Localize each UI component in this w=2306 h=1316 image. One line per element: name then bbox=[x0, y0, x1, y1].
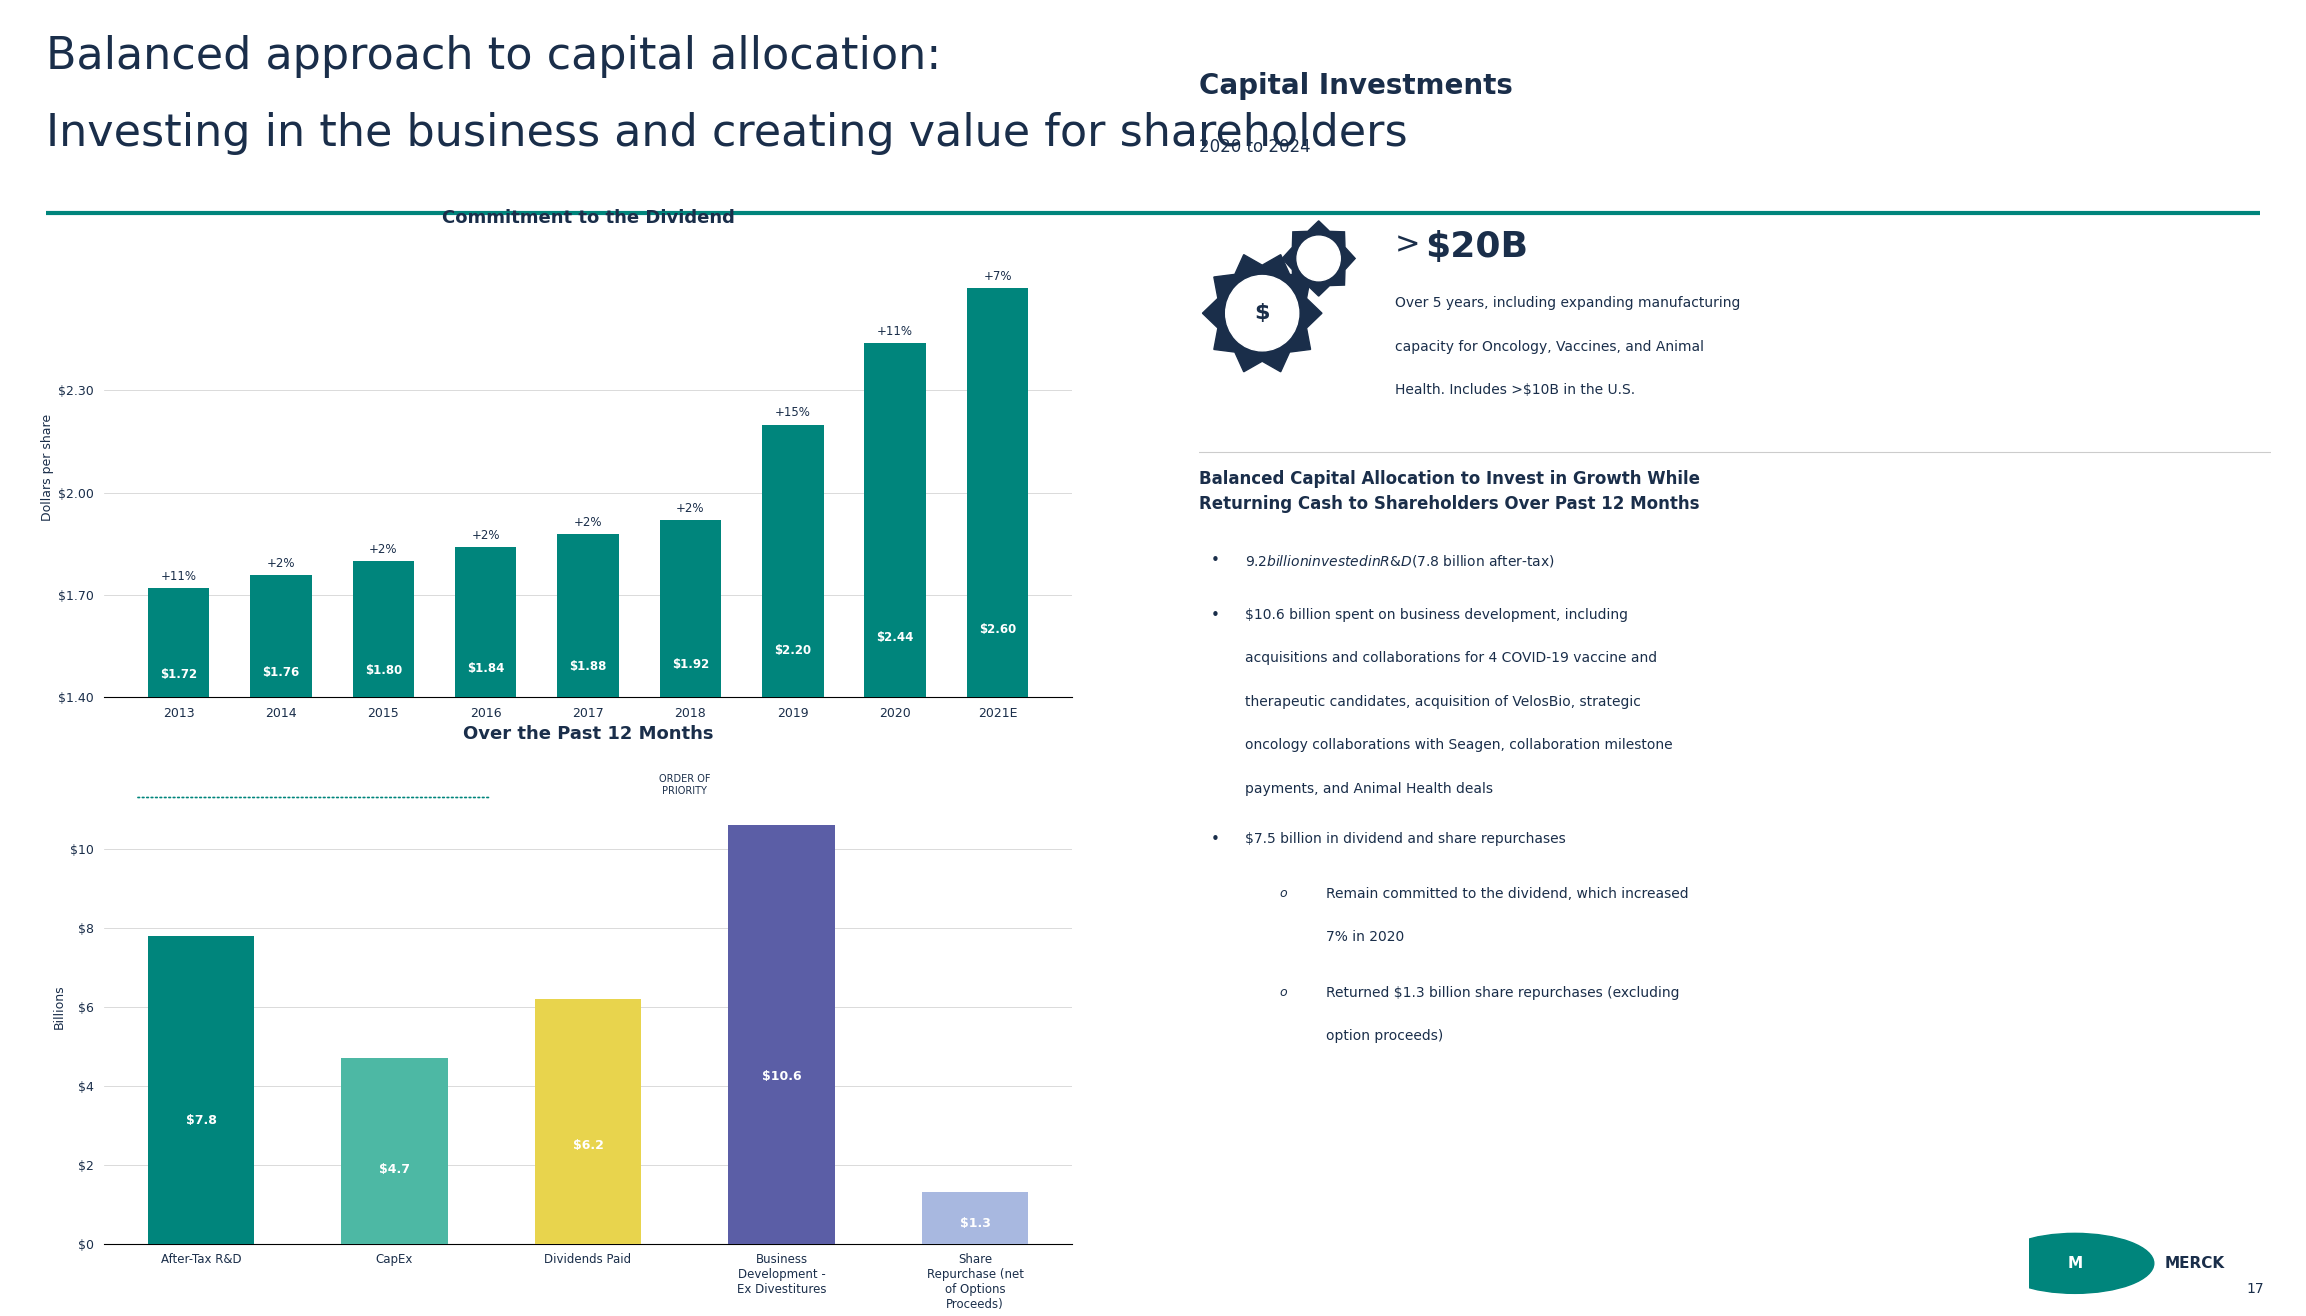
Bar bbox=[454, 547, 517, 1175]
Text: $1.92: $1.92 bbox=[671, 658, 708, 671]
Text: $: $ bbox=[1254, 303, 1271, 324]
Text: $6.2: $6.2 bbox=[572, 1140, 604, 1153]
Bar bbox=[148, 936, 254, 1244]
Text: $10.6: $10.6 bbox=[761, 1070, 802, 1083]
Text: •: • bbox=[1211, 608, 1220, 622]
Text: ORDER OF
PRIORITY: ORDER OF PRIORITY bbox=[660, 774, 710, 795]
Text: $2.44: $2.44 bbox=[876, 632, 913, 645]
Text: $1.84: $1.84 bbox=[466, 662, 505, 675]
Bar bbox=[341, 1058, 447, 1244]
Title: Over the Past 12 Months: Over the Past 12 Months bbox=[464, 725, 713, 744]
Text: M: M bbox=[2068, 1255, 2082, 1271]
Circle shape bbox=[1227, 275, 1298, 351]
Text: Balanced approach to capital allocation:: Balanced approach to capital allocation: bbox=[46, 34, 941, 78]
Text: +2%: +2% bbox=[676, 501, 706, 515]
Text: Health. Includes >$10B in the U.S.: Health. Includes >$10B in the U.S. bbox=[1395, 383, 1635, 397]
Text: +11%: +11% bbox=[161, 570, 196, 583]
Bar bbox=[761, 425, 823, 1175]
Circle shape bbox=[1997, 1233, 2154, 1294]
Text: $20B: $20B bbox=[1425, 230, 1529, 265]
Y-axis label: Dollars per share: Dollars per share bbox=[42, 413, 53, 521]
Text: $2.20: $2.20 bbox=[775, 644, 812, 657]
Circle shape bbox=[1303, 243, 1333, 274]
Bar bbox=[535, 999, 641, 1244]
Text: capacity for Oncology, Vaccines, and Animal: capacity for Oncology, Vaccines, and Ani… bbox=[1395, 340, 1704, 354]
Text: $10.6 billion spent on business development, including: $10.6 billion spent on business developm… bbox=[1245, 608, 1628, 622]
Text: therapeutic candidates, acquisition of VelosBio, strategic: therapeutic candidates, acquisition of V… bbox=[1245, 695, 1642, 709]
Text: +7%: +7% bbox=[982, 270, 1012, 283]
Text: $1.76: $1.76 bbox=[263, 666, 300, 679]
Text: Capital Investments: Capital Investments bbox=[1199, 72, 1513, 100]
Text: acquisitions and collaborations for 4 COVID-19 vaccine and: acquisitions and collaborations for 4 CO… bbox=[1245, 651, 1658, 666]
Text: 17: 17 bbox=[2246, 1282, 2264, 1296]
Polygon shape bbox=[1282, 221, 1356, 296]
Text: Over 5 years, including expanding manufacturing: Over 5 years, including expanding manufa… bbox=[1395, 296, 1741, 311]
Text: $1.72: $1.72 bbox=[159, 669, 196, 682]
Circle shape bbox=[1296, 236, 1340, 280]
Text: +11%: +11% bbox=[876, 325, 913, 337]
Text: $1.80: $1.80 bbox=[364, 665, 401, 676]
Text: o: o bbox=[1280, 887, 1287, 900]
Y-axis label: Billions: Billions bbox=[53, 984, 67, 1029]
Bar bbox=[148, 588, 210, 1175]
Text: 7% in 2020: 7% in 2020 bbox=[1326, 930, 1404, 945]
Text: oncology collaborations with Seagen, collaboration milestone: oncology collaborations with Seagen, col… bbox=[1245, 738, 1672, 753]
Title: Commitment to the Dividend: Commitment to the Dividend bbox=[440, 209, 736, 226]
Polygon shape bbox=[1201, 254, 1321, 372]
Text: $7.5 billion in dividend and share repurchases: $7.5 billion in dividend and share repur… bbox=[1245, 832, 1566, 846]
Text: $1.3: $1.3 bbox=[959, 1216, 992, 1229]
Text: payments, and Animal Health deals: payments, and Animal Health deals bbox=[1245, 782, 1494, 796]
Text: Remain committed to the dividend, which increased: Remain committed to the dividend, which … bbox=[1326, 887, 1688, 901]
Text: +15%: +15% bbox=[775, 407, 812, 420]
Text: 2020 to 2024: 2020 to 2024 bbox=[1199, 138, 1310, 157]
Bar bbox=[966, 288, 1028, 1175]
Text: Returned $1.3 billion share repurchases (excluding: Returned $1.3 billion share repurchases … bbox=[1326, 986, 1679, 1000]
Text: +2%: +2% bbox=[574, 516, 602, 529]
Text: $2.60: $2.60 bbox=[980, 622, 1017, 636]
Bar bbox=[660, 520, 722, 1175]
Text: •: • bbox=[1211, 553, 1220, 567]
Text: $7.8: $7.8 bbox=[184, 1113, 217, 1126]
Text: Investing in the business and creating value for shareholders: Investing in the business and creating v… bbox=[46, 112, 1407, 155]
Text: $1.88: $1.88 bbox=[570, 659, 606, 672]
Text: $9.2 billion invested in R&D ($7.8 billion after-tax): $9.2 billion invested in R&D ($7.8 billi… bbox=[1245, 553, 1554, 569]
Text: Balanced Capital Allocation to Invest in Growth While
Returning Cash to Sharehol: Balanced Capital Allocation to Invest in… bbox=[1199, 470, 1700, 513]
Bar bbox=[558, 534, 618, 1175]
Bar bbox=[353, 561, 415, 1175]
Text: $4.7: $4.7 bbox=[378, 1163, 410, 1177]
Text: +2%: +2% bbox=[267, 557, 295, 570]
Text: MERCK: MERCK bbox=[2163, 1255, 2225, 1271]
Text: +2%: +2% bbox=[470, 529, 500, 542]
Bar bbox=[865, 342, 927, 1175]
Bar bbox=[922, 1192, 1028, 1244]
Bar bbox=[249, 575, 311, 1175]
Bar bbox=[729, 825, 835, 1244]
Text: option proceeds): option proceeds) bbox=[1326, 1029, 1444, 1044]
Text: >: > bbox=[1395, 230, 1420, 259]
Text: +2%: +2% bbox=[369, 544, 397, 555]
Text: •: • bbox=[1211, 832, 1220, 846]
Text: o: o bbox=[1280, 986, 1287, 999]
